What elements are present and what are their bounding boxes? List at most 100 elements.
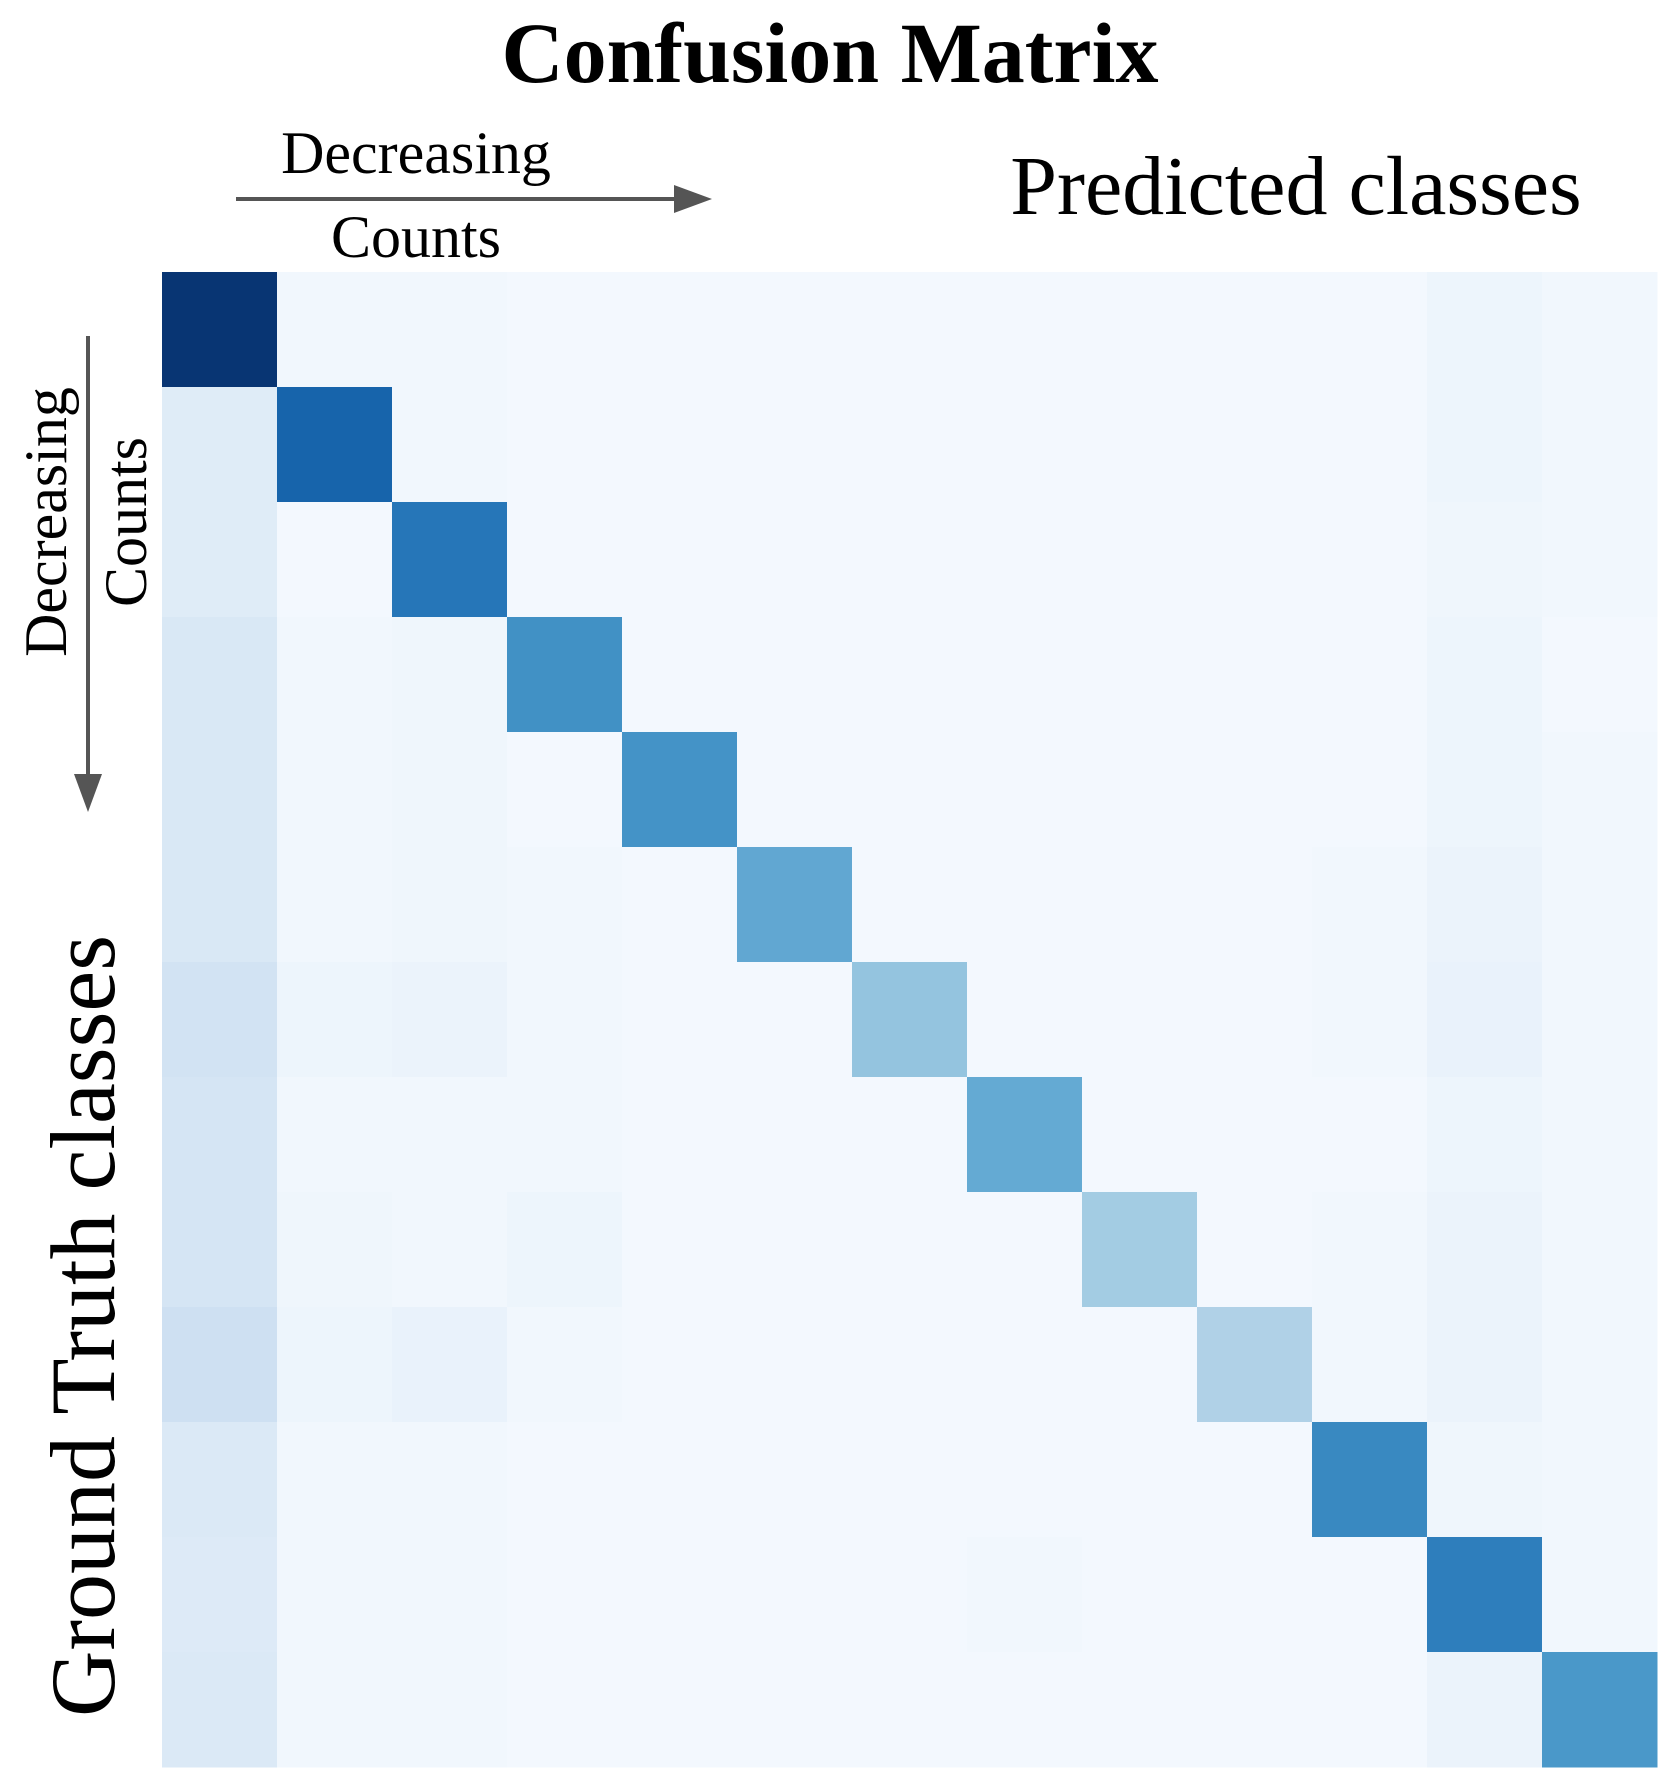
heatmap-cell-r8-c9 — [1197, 1192, 1313, 1308]
heatmap-cell-r1-c11 — [1427, 387, 1543, 503]
heatmap-cell-r4-c4 — [622, 732, 738, 848]
heatmap-cell-r10-c3 — [507, 1422, 623, 1538]
heatmap-cell-r4-c9 — [1197, 732, 1313, 848]
heatmap-cell-r7-c0 — [162, 1077, 278, 1193]
heatmap-cell-r10-c11 — [1427, 1422, 1543, 1538]
heatmap-cell-r6-c9 — [1197, 962, 1313, 1078]
heatmap-cell-r1-c12 — [1542, 387, 1658, 503]
chart-title: Confusion Matrix — [502, 5, 1159, 101]
heatmap-cell-r7-c9 — [1197, 1077, 1313, 1193]
heatmap-cell-r8-c0 — [162, 1192, 278, 1308]
y-axis-label: Ground Truth classes — [32, 935, 134, 1717]
heatmap-cell-r7-c3 — [507, 1077, 623, 1193]
heatmap-cell-r2-c0 — [162, 502, 278, 618]
heatmap-cell-r11-c1 — [277, 1537, 393, 1653]
heatmap-cell-r10-c0 — [162, 1422, 278, 1538]
heatmap-cell-r10-c9 — [1197, 1422, 1313, 1538]
heatmap-cell-r3-c5 — [737, 617, 853, 733]
heatmap-cell-r9-c11 — [1427, 1307, 1543, 1423]
heatmap-cell-r2-c10 — [1312, 502, 1428, 618]
heatmap-cell-r10-c10 — [1312, 1422, 1428, 1538]
heatmap-cell-r9-c0 — [162, 1307, 278, 1423]
heatmap-cell-r2-c12 — [1542, 502, 1658, 618]
heatmap-cell-r0-c1 — [277, 272, 393, 388]
heatmap-cell-r11-c8 — [1082, 1537, 1198, 1653]
heatmap-cell-r2-c5 — [737, 502, 853, 618]
heatmap-cell-r4-c0 — [162, 732, 278, 848]
heatmap-cell-r11-c9 — [1197, 1537, 1313, 1653]
heatmap-cell-r0-c9 — [1197, 272, 1313, 388]
heatmap-cell-r6-c3 — [507, 962, 623, 1078]
heatmap-cell-r5-c10 — [1312, 847, 1428, 963]
heatmap-cell-r3-c1 — [277, 617, 393, 733]
heatmap-cell-r7-c5 — [737, 1077, 853, 1193]
heatmap-cell-r3-c0 — [162, 617, 278, 733]
heatmap-cell-r3-c8 — [1082, 617, 1198, 733]
heatmap-cell-r0-c5 — [737, 272, 853, 388]
heatmap-cell-r7-c12 — [1542, 1077, 1658, 1193]
heatmap-cell-r7-c6 — [852, 1077, 968, 1193]
heatmap-cell-r5-c12 — [1542, 847, 1658, 963]
heatmap-cell-r8-c8 — [1082, 1192, 1198, 1308]
heatmap-cell-r4-c12 — [1542, 732, 1658, 848]
heatmap-cell-r12-c9 — [1197, 1652, 1313, 1768]
heatmap-cell-r9-c2 — [392, 1307, 508, 1423]
heatmap-cell-r9-c7 — [967, 1307, 1083, 1423]
x-axis-label: Predicted classes — [1010, 140, 1581, 233]
heatmap-cell-r12-c12 — [1542, 1652, 1658, 1768]
heatmap-cell-r9-c9 — [1197, 1307, 1313, 1423]
heatmap-cell-r0-c12 — [1542, 272, 1658, 388]
heatmap-cell-r11-c6 — [852, 1537, 968, 1653]
heatmap-cell-r4-c8 — [1082, 732, 1198, 848]
heatmap-cell-r11-c0 — [162, 1537, 278, 1653]
heatmap-cell-r0-c10 — [1312, 272, 1428, 388]
heatmap-cell-r7-c10 — [1312, 1077, 1428, 1193]
heatmap-cell-r12-c2 — [392, 1652, 508, 1768]
heatmap-cell-r9-c4 — [622, 1307, 738, 1423]
heatmap-cell-r8-c12 — [1542, 1192, 1658, 1308]
heatmap-cell-r2-c11 — [1427, 502, 1543, 618]
heatmap-cell-r6-c2 — [392, 962, 508, 1078]
heatmap-cell-r4-c3 — [507, 732, 623, 848]
heatmap-cell-r1-c5 — [737, 387, 853, 503]
heatmap-cell-r9-c6 — [852, 1307, 968, 1423]
x-annotation-line1: Decreasing — [281, 120, 551, 186]
heatmap-cell-r1-c2 — [392, 387, 508, 503]
heatmap-cell-r7-c2 — [392, 1077, 508, 1193]
x-arrow-head-icon — [674, 185, 712, 213]
heatmap-cell-r9-c8 — [1082, 1307, 1198, 1423]
heatmap-cell-r5-c9 — [1197, 847, 1313, 963]
x-annotation-line2: Counts — [331, 204, 501, 270]
heatmap-cell-r11-c4 — [622, 1537, 738, 1653]
heatmap-cell-r8-c11 — [1427, 1192, 1543, 1308]
heatmap-cell-r8-c6 — [852, 1192, 968, 1308]
heatmap-cell-r1-c3 — [507, 387, 623, 503]
heatmap-cell-r9-c1 — [277, 1307, 393, 1423]
heatmap-cell-r4-c7 — [967, 732, 1083, 848]
heatmap-cell-r6-c8 — [1082, 962, 1198, 1078]
heatmap-cell-r6-c10 — [1312, 962, 1428, 1078]
heatmap-cell-r3-c6 — [852, 617, 968, 733]
heatmap-cell-r10-c7 — [967, 1422, 1083, 1538]
heatmap-cell-r12-c1 — [277, 1652, 393, 1768]
heatmap-cell-r5-c4 — [622, 847, 738, 963]
heatmap-cell-r8-c7 — [967, 1192, 1083, 1308]
heatmap-cell-r10-c4 — [622, 1422, 738, 1538]
heatmap-cell-r10-c1 — [277, 1422, 393, 1538]
heatmap-cell-r0-c7 — [967, 272, 1083, 388]
y-annotation-line2: Counts — [93, 437, 159, 607]
heatmap-cell-r6-c1 — [277, 962, 393, 1078]
heatmap-cell-r10-c2 — [392, 1422, 508, 1538]
heatmap-cell-r10-c8 — [1082, 1422, 1198, 1538]
heatmap-cell-r4-c11 — [1427, 732, 1543, 848]
heatmap-cell-r2-c3 — [507, 502, 623, 618]
heatmap-cell-r12-c3 — [507, 1652, 623, 1768]
heatmap-cell-r8-c2 — [392, 1192, 508, 1308]
heatmap-cell-r11-c11 — [1427, 1537, 1543, 1653]
heatmap-cell-r3-c10 — [1312, 617, 1428, 733]
heatmap-cell-r12-c7 — [967, 1652, 1083, 1768]
heatmap-cell-r6-c5 — [737, 962, 853, 1078]
heatmap-cell-r7-c11 — [1427, 1077, 1543, 1193]
heatmap-cell-r7-c8 — [1082, 1077, 1198, 1193]
heatmap-cell-r1-c9 — [1197, 387, 1313, 503]
